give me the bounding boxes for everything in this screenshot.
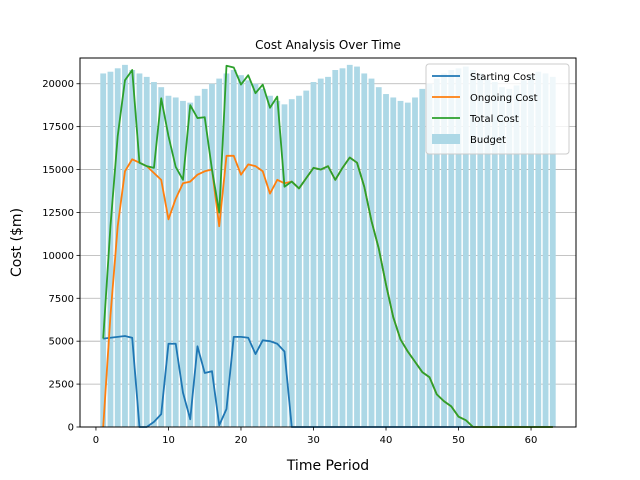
budget-bar: [484, 78, 491, 428]
budget-bar: [455, 68, 462, 428]
budget-bar: [549, 76, 556, 428]
y-axis-ticks: 0 2500 5000 7500 10000 12500 15000 17500 20000: [42, 79, 80, 434]
y-tick-label: 7500: [49, 294, 74, 305]
y-tick-label: 20000: [42, 79, 74, 90]
x-axis-label: Time Period: [286, 458, 369, 474]
budget-bar: [499, 87, 505, 427]
legend-box: [425, 63, 570, 155]
plot-frame: [79, 57, 577, 428]
budget-bar: [172, 97, 179, 427]
x-tick-label: 10: [162, 435, 175, 446]
budget-bar: [216, 78, 223, 428]
legend-label-budget: Budget: [470, 135, 506, 146]
budget-bar: [201, 88, 208, 428]
budget-bar: [252, 83, 259, 427]
budget-bar: [274, 100, 281, 427]
budget-bar: [477, 73, 484, 428]
y-tick-label: 17500: [42, 122, 74, 133]
budget-bar: [354, 66, 360, 428]
budget-bar: [281, 104, 288, 427]
budget-bar: [114, 68, 121, 428]
y-axis-label: Cost ($m): [9, 208, 25, 277]
budget-bar: [317, 78, 324, 428]
budget-bar: [390, 97, 397, 427]
x-tick-label: 0: [93, 435, 99, 446]
budget-bar: [470, 70, 476, 428]
budget-bar: [491, 82, 498, 428]
y-tick-label: 15000: [42, 165, 74, 176]
budget-bar: [426, 83, 433, 427]
y-tick-label: 0: [68, 423, 74, 434]
budget-bar: [535, 71, 542, 428]
budget-bar: [361, 73, 368, 428]
budget-bar: [165, 95, 172, 427]
budget-bar: [506, 88, 513, 428]
y-tick-label: 12500: [42, 208, 74, 219]
budget-bar: [267, 95, 273, 427]
budget-bar: [158, 87, 165, 427]
legend-label-total-cost: Total Cost: [469, 114, 519, 125]
budget-bar: [310, 82, 317, 428]
budget-bars: [100, 64, 556, 428]
budget-bar: [259, 88, 266, 428]
budget-bar: [520, 80, 527, 427]
budget-bar: [513, 85, 520, 428]
budget-bar: [448, 70, 455, 428]
budget-bar: [397, 100, 404, 427]
chart-title: Cost Analysis Over Time: [255, 38, 401, 52]
budget-bar: [122, 64, 128, 428]
budget-bar: [194, 95, 201, 427]
budget-bar: [230, 70, 237, 428]
budget-bar: [151, 82, 157, 428]
x-tick-label: 20: [235, 435, 248, 446]
budget-bar: [542, 73, 549, 428]
budget-bar: [419, 88, 426, 428]
budget-bar: [107, 71, 114, 428]
budget-bar: [129, 70, 136, 428]
budget-bar: [136, 73, 143, 428]
legend-label-ongoing-cost: Ongoing Cost: [470, 93, 538, 104]
legend-swatch-budget: [432, 134, 460, 144]
x-axis-ticks: 0 10 20 30 40 50 60: [93, 427, 538, 446]
y-tick-label: 10000: [42, 251, 74, 262]
budget-bar: [238, 75, 244, 428]
budget-bar: [187, 102, 194, 427]
budget-bar: [332, 70, 339, 428]
budget-bar: [296, 95, 302, 427]
budget-bar: [462, 66, 469, 428]
budget-bar: [223, 73, 230, 428]
budget-bar: [143, 76, 150, 428]
budget-bar: [288, 99, 295, 427]
budget-bar: [383, 94, 389, 427]
budget-bar: [339, 68, 346, 428]
budget-bar: [245, 80, 252, 427]
budget-bar: [346, 64, 353, 428]
budget-bar: [325, 76, 331, 428]
x-tick-label: 50: [452, 435, 465, 446]
budget-bar: [404, 102, 411, 427]
budget-bar: [441, 73, 447, 428]
budget-bar: [368, 78, 375, 428]
budget-bar: [180, 100, 186, 427]
budget-bar: [100, 73, 107, 428]
x-tick-label: 60: [525, 435, 538, 446]
legend: Starting Cost Ongoing Cost Total Cost Budge…: [425, 63, 570, 155]
legend-label-starting-cost: Starting Cost: [470, 72, 535, 83]
budget-bar: [209, 83, 215, 427]
y-tick-label: 2500: [49, 380, 74, 391]
y-tick-label: 5000: [49, 337, 74, 348]
budget-bar: [433, 78, 440, 428]
budget-bar: [303, 90, 310, 427]
budget-bar: [528, 75, 534, 428]
x-tick-label: 40: [380, 435, 393, 446]
x-tick-label: 30: [307, 435, 320, 446]
budget-bar: [375, 87, 382, 427]
budget-bar: [412, 97, 418, 427]
